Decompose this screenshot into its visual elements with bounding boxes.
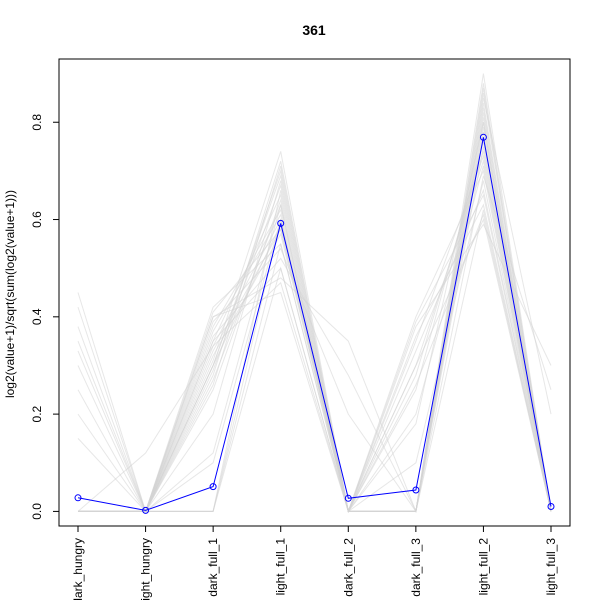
highlight-series-line	[77, 137, 552, 511]
y-tick-label: 0.0	[30, 503, 44, 520]
highlight-series-point	[547, 503, 555, 510]
highlight-series-group	[74, 133, 555, 514]
x-tick-label: dark_full_3	[409, 538, 423, 597]
highlight-series-point	[74, 494, 82, 502]
y-axis: 0.0 0.2 0.4 0.6 0.8	[30, 114, 59, 520]
y-tick-label: 0.6	[30, 211, 44, 228]
background-series-line	[77, 131, 552, 512]
x-tick-label: light_full_1	[274, 538, 288, 596]
highlight-series-point	[209, 483, 217, 491]
background-series-line	[78, 136, 552, 513]
y-tick-label: 0.2	[30, 405, 44, 422]
background-series-line	[78, 97, 552, 512]
background-series-line	[77, 127, 552, 512]
x-tick-label: dark_full_2	[341, 538, 355, 597]
background-series-line	[78, 93, 552, 512]
background-series-line	[78, 193, 552, 514]
chart-title: 361	[302, 22, 326, 38]
background-series-group	[77, 73, 552, 514]
y-tick-label: 0.4	[30, 308, 44, 325]
highlight-series-point	[344, 494, 352, 502]
highlight-series-point	[142, 506, 150, 514]
x-axis: dark_hungry light_hungry dark_full_1 light_…	[71, 526, 558, 600]
x-tick-label: dark_hungry	[71, 538, 85, 600]
background-series-line	[78, 88, 552, 512]
background-series-line	[77, 107, 552, 512]
background-series-line	[78, 213, 552, 513]
highlight-series-point	[277, 219, 285, 227]
x-tick-label: light_hungry	[139, 538, 153, 600]
highlight-series-point	[412, 486, 420, 494]
x-tick-label: light_full_2	[476, 538, 490, 596]
x-tick-label: light_full_3	[544, 538, 558, 596]
x-tick-label: dark_full_1	[206, 538, 220, 597]
background-series-line	[77, 122, 552, 513]
y-tick-label: 0.8	[30, 114, 44, 131]
y-axis-label: log2(value+1)/sqrt(sum(log2(value+1)))	[3, 190, 17, 398]
plot-frame	[58, 58, 571, 527]
highlight-series-point	[479, 133, 487, 141]
background-series-line	[78, 183, 552, 514]
